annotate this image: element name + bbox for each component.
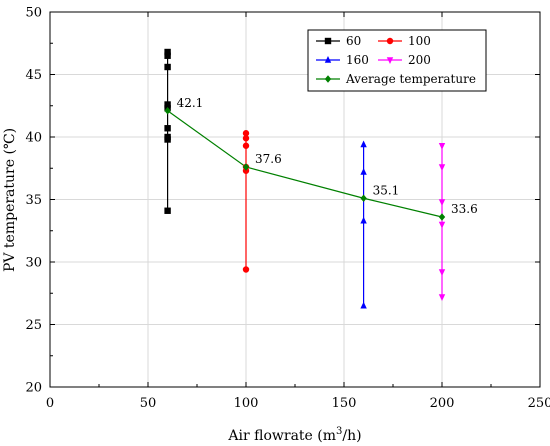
average-point <box>242 163 250 171</box>
average-labels: 42.1 37.6 35.1 33.6 <box>177 96 478 216</box>
series-60-point <box>164 136 171 143</box>
y-tick-label: 35 <box>25 193 42 208</box>
legend-swatch-marker <box>324 37 332 45</box>
axis-ticks: 0 50 100 150 200 250 20 25 30 35 40 45 50 <box>25 6 550 412</box>
series-200-point <box>438 164 446 171</box>
average-temperature-line <box>167 110 443 218</box>
legend-entry-label: 100 <box>408 34 431 48</box>
series-200-point <box>438 143 446 150</box>
legend-entry-label: 60 <box>346 34 361 48</box>
data-points <box>164 48 446 309</box>
legend-swatch-marker <box>386 57 394 64</box>
x-axis-title-sup: 3 <box>336 426 342 437</box>
y-tick-label: 30 <box>25 256 42 271</box>
average-data-label: 42.1 <box>177 96 204 110</box>
x-tick-label: 50 <box>140 396 157 411</box>
average-line <box>167 110 443 218</box>
y-tick-label: 50 <box>25 6 42 21</box>
y-tick-label: 25 <box>25 318 42 333</box>
y-tick-label: 40 <box>25 131 42 146</box>
x-axis-title-main: Air flowrate (m <box>227 428 336 444</box>
series-160-point <box>360 140 367 148</box>
legend-swatch-marker <box>386 37 394 45</box>
legend-entry-label: 160 <box>346 53 369 67</box>
x-tick-label: 0 <box>46 396 54 411</box>
legend-swatch-marker <box>324 56 332 63</box>
x-tick-label: 100 <box>234 396 259 411</box>
x-axis-title-tail: /h) <box>342 428 361 444</box>
series-160-point <box>360 301 367 309</box>
x-axis-title: Air flowrate (m3/h) <box>227 426 361 444</box>
average-data-label: 35.1 <box>373 183 400 197</box>
legend: 60 100 160 200 Average temperature <box>307 29 487 92</box>
y-tick-label: 45 <box>25 68 42 83</box>
series-100-point <box>242 130 250 137</box>
x-tick-label: 250 <box>528 396 550 411</box>
average-data-label: 33.6 <box>451 202 478 216</box>
average-point <box>438 213 446 221</box>
series-60-point <box>164 207 171 214</box>
series-160-point <box>360 216 367 224</box>
series-200-point <box>438 269 446 276</box>
series-200-point <box>438 294 446 301</box>
legend-entry-label: Average temperature <box>345 72 476 86</box>
series-200-point <box>438 199 446 206</box>
x-tick-label: 200 <box>430 396 455 411</box>
legend-entry-label: 200 <box>408 53 431 67</box>
series-200-point <box>438 221 446 229</box>
average-point <box>360 194 367 203</box>
series-100-point <box>242 142 250 149</box>
y-axis-title: PV temperature (℃) <box>2 128 18 272</box>
series-160-point <box>360 168 367 175</box>
series-100-point <box>242 266 250 273</box>
y-tick-label: 20 <box>25 381 42 396</box>
series-60-point <box>164 48 171 56</box>
series-60-point <box>164 101 171 108</box>
average-point <box>164 106 171 115</box>
average-data-label: 37.6 <box>255 152 282 166</box>
x-tick-label: 150 <box>332 396 357 411</box>
series-60-point <box>164 125 171 132</box>
series-60-point <box>164 52 171 59</box>
series-60-point <box>164 63 171 71</box>
series-100-point <box>242 135 250 142</box>
legend-swatch-marker <box>324 75 332 83</box>
